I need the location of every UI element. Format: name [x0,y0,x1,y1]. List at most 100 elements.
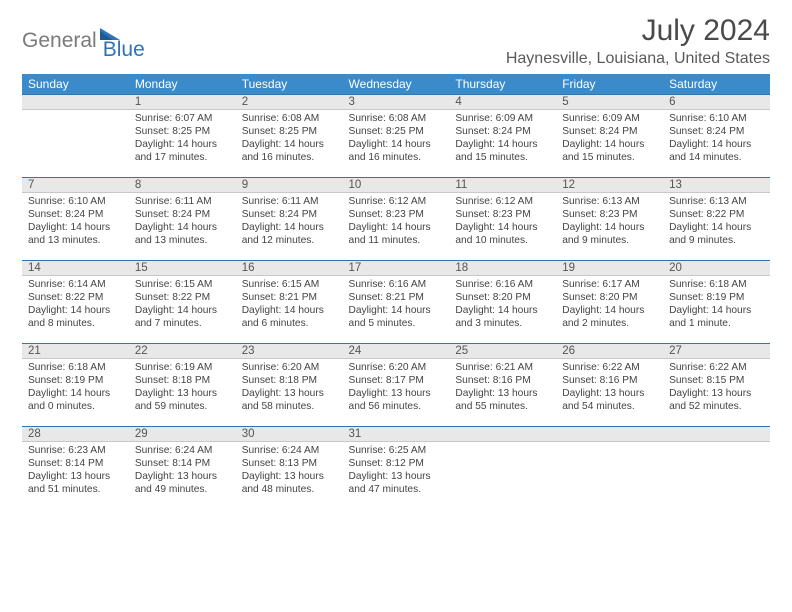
daycell: Sunrise: 6:15 AMSunset: 8:21 PMDaylight:… [236,276,343,344]
sunset-line: Sunset: 8:18 PM [135,374,230,387]
daynum: 17 [343,261,450,276]
daynum: 22 [129,344,236,359]
daylight-line: Daylight: 14 hours and 14 minutes. [669,138,764,164]
daynum-row: 21222324252627 [22,344,770,359]
sunset-line: Sunset: 8:20 PM [455,291,550,304]
daynum-blank [663,427,770,442]
daylight-line: Daylight: 14 hours and 16 minutes. [242,138,337,164]
daylight-line: Daylight: 14 hours and 2 minutes. [562,304,657,330]
daylight-line: Daylight: 14 hours and 12 minutes. [242,221,337,247]
daycell: Sunrise: 6:14 AMSunset: 8:22 PMDaylight:… [22,276,129,344]
daycell: Sunrise: 6:21 AMSunset: 8:16 PMDaylight:… [449,359,556,427]
daycell: Sunrise: 6:08 AMSunset: 8:25 PMDaylight:… [343,110,450,178]
daynum: 19 [556,261,663,276]
logo-text-general: General [22,29,97,53]
sunrise-line: Sunrise: 6:18 AM [669,278,764,291]
weekday-header: Thursday [449,74,556,95]
header: General Blue July 2024 Haynesville, Loui… [22,14,770,68]
sunrise-line: Sunrise: 6:13 AM [669,195,764,208]
daycell: Sunrise: 6:11 AMSunset: 8:24 PMDaylight:… [236,193,343,261]
calendar-table: SundayMondayTuesdayWednesdayThursdayFrid… [22,74,770,510]
sunset-line: Sunset: 8:22 PM [135,291,230,304]
daycell: Sunrise: 6:25 AMSunset: 8:12 PMDaylight:… [343,442,450,510]
daylight-line: Daylight: 13 hours and 56 minutes. [349,387,444,413]
weekday-header-row: SundayMondayTuesdayWednesdayThursdayFrid… [22,74,770,95]
sunrise-line: Sunrise: 6:24 AM [242,444,337,457]
daylight-line: Daylight: 14 hours and 0 minutes. [28,387,123,413]
daycell: Sunrise: 6:09 AMSunset: 8:24 PMDaylight:… [556,110,663,178]
daynum: 14 [22,261,129,276]
daynum: 6 [663,95,770,110]
daylight-line: Daylight: 13 hours and 52 minutes. [669,387,764,413]
daycell: Sunrise: 6:20 AMSunset: 8:18 PMDaylight:… [236,359,343,427]
daynum: 1 [129,95,236,110]
sunset-line: Sunset: 8:19 PM [669,291,764,304]
daynum-row: 78910111213 [22,178,770,193]
sunset-line: Sunset: 8:17 PM [349,374,444,387]
sunset-line: Sunset: 8:22 PM [28,291,123,304]
daynum: 28 [22,427,129,442]
sunrise-line: Sunrise: 6:23 AM [28,444,123,457]
daycell-blank [449,442,556,510]
sunrise-line: Sunrise: 6:22 AM [562,361,657,374]
sunrise-line: Sunrise: 6:08 AM [349,112,444,125]
sunset-line: Sunset: 8:24 PM [242,208,337,221]
sunset-line: Sunset: 8:19 PM [28,374,123,387]
daycell: Sunrise: 6:13 AMSunset: 8:22 PMDaylight:… [663,193,770,261]
daynum: 21 [22,344,129,359]
location: Haynesville, Louisiana, United States [506,50,770,68]
daylight-line: Daylight: 14 hours and 15 minutes. [562,138,657,164]
daycell-blank [663,442,770,510]
sunrise-line: Sunrise: 6:09 AM [455,112,550,125]
daycell-blank [556,442,663,510]
daynum: 9 [236,178,343,193]
sunrise-line: Sunrise: 6:08 AM [242,112,337,125]
weekday-header: Saturday [663,74,770,95]
daynum: 4 [449,95,556,110]
sunset-line: Sunset: 8:23 PM [562,208,657,221]
daylight-line: Daylight: 13 hours and 48 minutes. [242,470,337,496]
daynum: 5 [556,95,663,110]
weekday-header: Sunday [22,74,129,95]
sunset-line: Sunset: 8:22 PM [669,208,764,221]
sunset-line: Sunset: 8:21 PM [349,291,444,304]
sunset-line: Sunset: 8:24 PM [28,208,123,221]
sunset-line: Sunset: 8:15 PM [669,374,764,387]
content-row: Sunrise: 6:10 AMSunset: 8:24 PMDaylight:… [22,193,770,261]
daycell: Sunrise: 6:24 AMSunset: 8:14 PMDaylight:… [129,442,236,510]
daycell: Sunrise: 6:08 AMSunset: 8:25 PMDaylight:… [236,110,343,178]
daynum: 10 [343,178,450,193]
sunrise-line: Sunrise: 6:18 AM [28,361,123,374]
daynum: 29 [129,427,236,442]
daynum: 2 [236,95,343,110]
weekday-header: Monday [129,74,236,95]
sunset-line: Sunset: 8:14 PM [28,457,123,470]
daycell: Sunrise: 6:19 AMSunset: 8:18 PMDaylight:… [129,359,236,427]
sunrise-line: Sunrise: 6:19 AM [135,361,230,374]
daycell: Sunrise: 6:16 AMSunset: 8:20 PMDaylight:… [449,276,556,344]
daylight-line: Daylight: 14 hours and 5 minutes. [349,304,444,330]
sunrise-line: Sunrise: 6:07 AM [135,112,230,125]
daynum: 7 [22,178,129,193]
daycell-blank [22,110,129,178]
daylight-line: Daylight: 14 hours and 11 minutes. [349,221,444,247]
daynum: 26 [556,344,663,359]
logo-text-blue: Blue [103,38,145,62]
daynum: 23 [236,344,343,359]
content-row: Sunrise: 6:14 AMSunset: 8:22 PMDaylight:… [22,276,770,344]
weekday-header: Tuesday [236,74,343,95]
daylight-line: Daylight: 14 hours and 13 minutes. [28,221,123,247]
sunset-line: Sunset: 8:25 PM [349,125,444,138]
sunrise-line: Sunrise: 6:11 AM [242,195,337,208]
daycell: Sunrise: 6:10 AMSunset: 8:24 PMDaylight:… [663,110,770,178]
daycell: Sunrise: 6:13 AMSunset: 8:23 PMDaylight:… [556,193,663,261]
sunrise-line: Sunrise: 6:20 AM [349,361,444,374]
sunset-line: Sunset: 8:24 PM [455,125,550,138]
daynum: 25 [449,344,556,359]
daylight-line: Daylight: 13 hours and 49 minutes. [135,470,230,496]
sunrise-line: Sunrise: 6:21 AM [455,361,550,374]
daylight-line: Daylight: 14 hours and 17 minutes. [135,138,230,164]
daynum-blank [22,95,129,110]
daynum: 31 [343,427,450,442]
daylight-line: Daylight: 14 hours and 3 minutes. [455,304,550,330]
